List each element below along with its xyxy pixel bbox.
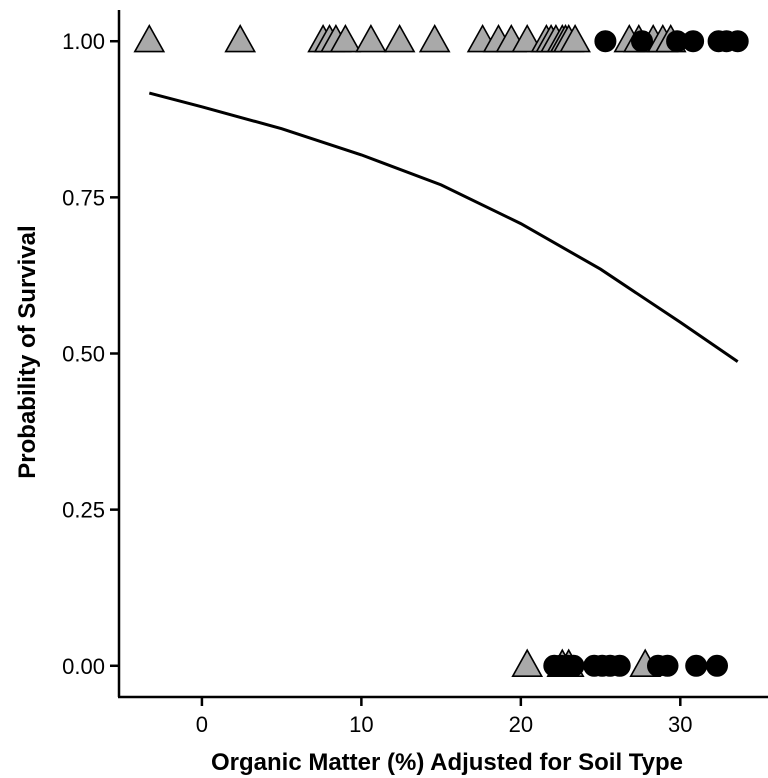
triangle-point — [511, 23, 544, 53]
circle-point — [656, 654, 679, 677]
axes — [117, 10, 768, 699]
y-tick-label: 1.00 — [62, 29, 105, 54]
x-tick-label: 30 — [668, 712, 692, 737]
x-tick-label: 10 — [349, 712, 373, 737]
triangle-point — [559, 23, 591, 53]
triangle-point — [383, 23, 416, 53]
triangle-point — [418, 23, 451, 53]
tick-marks: 0.00 0.25 0.50 0.75 1.00 0 10 20 30 — [62, 29, 692, 737]
y-tick-label: 0.50 — [62, 342, 105, 367]
triangle-point — [329, 23, 362, 53]
circle-point — [631, 30, 653, 53]
triangle-point — [511, 648, 544, 678]
circle-point — [685, 654, 708, 677]
x-tick-label: 20 — [509, 712, 533, 737]
circle-point — [682, 30, 705, 53]
x-tick-label: 0 — [196, 712, 208, 737]
y-tick-label: 0.25 — [62, 498, 105, 523]
circle-point — [608, 654, 631, 677]
circle-point — [562, 654, 585, 677]
triangle-point — [355, 23, 387, 53]
fitted-curve — [148, 91, 739, 363]
y-tick-label: 0.00 — [62, 654, 105, 679]
y-tick-label: 0.75 — [62, 185, 105, 210]
data-marks — [133, 23, 749, 678]
triangle-point — [133, 23, 166, 53]
circle-point — [706, 654, 728, 677]
triangle-point — [224, 23, 257, 53]
circle-point — [726, 30, 749, 53]
circle-point — [594, 30, 617, 53]
x-axis-title: Organic Matter (%) Adjusted for Soil Typ… — [211, 749, 683, 776]
y-axis-title: Probability of Survival — [14, 225, 41, 478]
